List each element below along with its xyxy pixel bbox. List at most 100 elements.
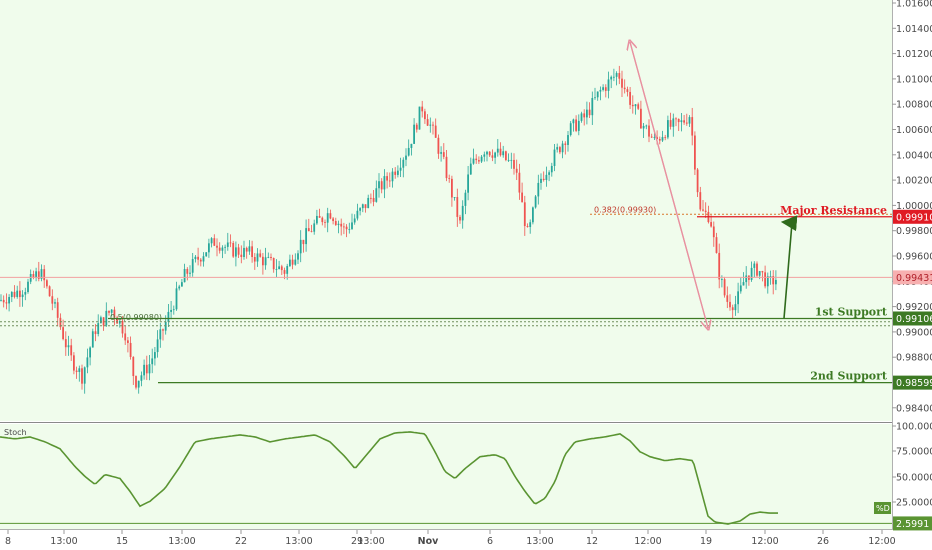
bullish-candle	[769, 276, 772, 277]
bearish-candle	[564, 143, 567, 145]
bullish-candle	[472, 158, 475, 164]
bearish-candle	[129, 342, 132, 357]
bullish-candle	[189, 272, 191, 274]
bearish-candle	[618, 73, 621, 79]
bullish-candle	[545, 174, 548, 181]
bullish-candle	[567, 135, 569, 145]
bearish-candle	[329, 213, 332, 219]
bullish-candle	[737, 291, 739, 305]
bearish-candle	[394, 171, 397, 175]
bearish-candle	[145, 364, 148, 374]
bullish-candle	[534, 196, 537, 208]
bearish-candle	[229, 242, 232, 244]
bullish-candle	[572, 119, 575, 124]
bearish-candle	[32, 274, 35, 278]
bullish-candle	[89, 347, 91, 358]
first-support-label: 1st Support	[815, 305, 888, 318]
bullish-candle	[645, 125, 648, 127]
oscillator-pane[interactable]	[0, 424, 892, 529]
bullish-candle	[615, 73, 618, 77]
time-tick-label: 8	[5, 536, 11, 547]
bearish-candle	[575, 119, 577, 131]
price-tick-label: 1.00600	[896, 125, 932, 136]
bearish-candle	[731, 307, 734, 311]
bullish-candle	[278, 266, 280, 270]
bearish-candle	[434, 125, 437, 138]
bearish-candle	[629, 91, 631, 105]
bearish-candle	[388, 180, 391, 182]
bearish-candle	[729, 301, 731, 308]
time-tick-label: 6	[487, 536, 493, 547]
bearish-candle	[426, 119, 429, 126]
bearish-candle	[683, 120, 685, 123]
bearish-candle	[456, 197, 459, 217]
bearish-candle	[372, 197, 375, 202]
time-tick-label: 29	[351, 536, 363, 547]
bearish-candle	[656, 137, 658, 140]
stoch-value-tag: 2.5991	[896, 519, 929, 530]
major-resistance-price-tag-bg	[893, 209, 932, 224]
price-pane[interactable]	[0, 0, 892, 421]
bearish-candle	[232, 242, 235, 257]
bullish-candle	[86, 357, 89, 368]
bearish-candle	[2, 299, 5, 303]
time-tick-label: 12:00	[868, 536, 895, 547]
bearish-candle	[478, 160, 480, 162]
bullish-candle	[750, 267, 753, 280]
bullish-candle	[256, 253, 259, 262]
bearish-candle	[280, 266, 283, 271]
bullish-candle	[510, 159, 513, 161]
major-resistance-label: Major Resistance	[780, 204, 887, 217]
bearish-candle	[370, 197, 372, 199]
osc-tick-label: 25.0000	[896, 498, 932, 509]
osc-tick-label: 50.0000	[896, 473, 932, 484]
second-support-price-tag-bg	[893, 375, 932, 390]
bullish-candle	[35, 271, 37, 278]
bearish-candle	[340, 223, 343, 227]
bullish-candle	[688, 117, 691, 124]
bullish-candle	[642, 125, 645, 129]
bearish-candle	[46, 280, 48, 287]
candlestick-series	[0, 65, 777, 394]
bullish-candle	[172, 309, 175, 311]
time-tick-label: 19	[700, 536, 712, 547]
bearish-candle	[56, 302, 59, 318]
major-resistance-price-tag: 0.99910	[896, 212, 932, 223]
bullish-candle	[316, 215, 318, 224]
bullish-candle	[580, 113, 583, 121]
osc-tick-label: 75.0000	[896, 447, 932, 458]
bullish-candle	[83, 367, 86, 384]
bearish-candle	[521, 192, 523, 203]
bullish-candle	[299, 239, 302, 254]
bearish-candle	[237, 247, 240, 255]
bullish-candle	[721, 279, 723, 280]
bearish-candle	[604, 87, 607, 91]
bearish-candle	[677, 118, 680, 123]
bullish-candle	[766, 276, 769, 287]
bullish-candle	[210, 238, 213, 244]
bearish-candle	[415, 124, 418, 130]
bullish-candle	[156, 339, 159, 353]
bearish-candle	[764, 272, 766, 287]
bearish-candle	[702, 209, 704, 211]
bullish-candle	[464, 192, 467, 206]
bullish-candle	[24, 292, 27, 295]
first-support-price-tag-bg	[893, 311, 932, 326]
bullish-candle	[91, 331, 94, 348]
bearish-candle	[94, 331, 97, 335]
bearish-candle	[513, 159, 515, 169]
bullish-candle	[140, 375, 143, 381]
time-tick-label: 13:00	[285, 536, 312, 547]
bearish-candle	[334, 221, 337, 225]
bullish-candle	[397, 170, 399, 175]
bullish-candle	[348, 228, 351, 230]
bullish-candle	[537, 182, 540, 197]
bearish-candle	[442, 152, 445, 157]
stoch-d-line	[0, 431, 778, 525]
price-labels: 0.99910 0.99431 0.99106 0.98599 %D 2.5991	[874, 209, 932, 531]
current-price-tag: 0.99431	[896, 273, 932, 284]
bearish-candle	[270, 256, 272, 258]
bullish-candle	[556, 147, 559, 150]
